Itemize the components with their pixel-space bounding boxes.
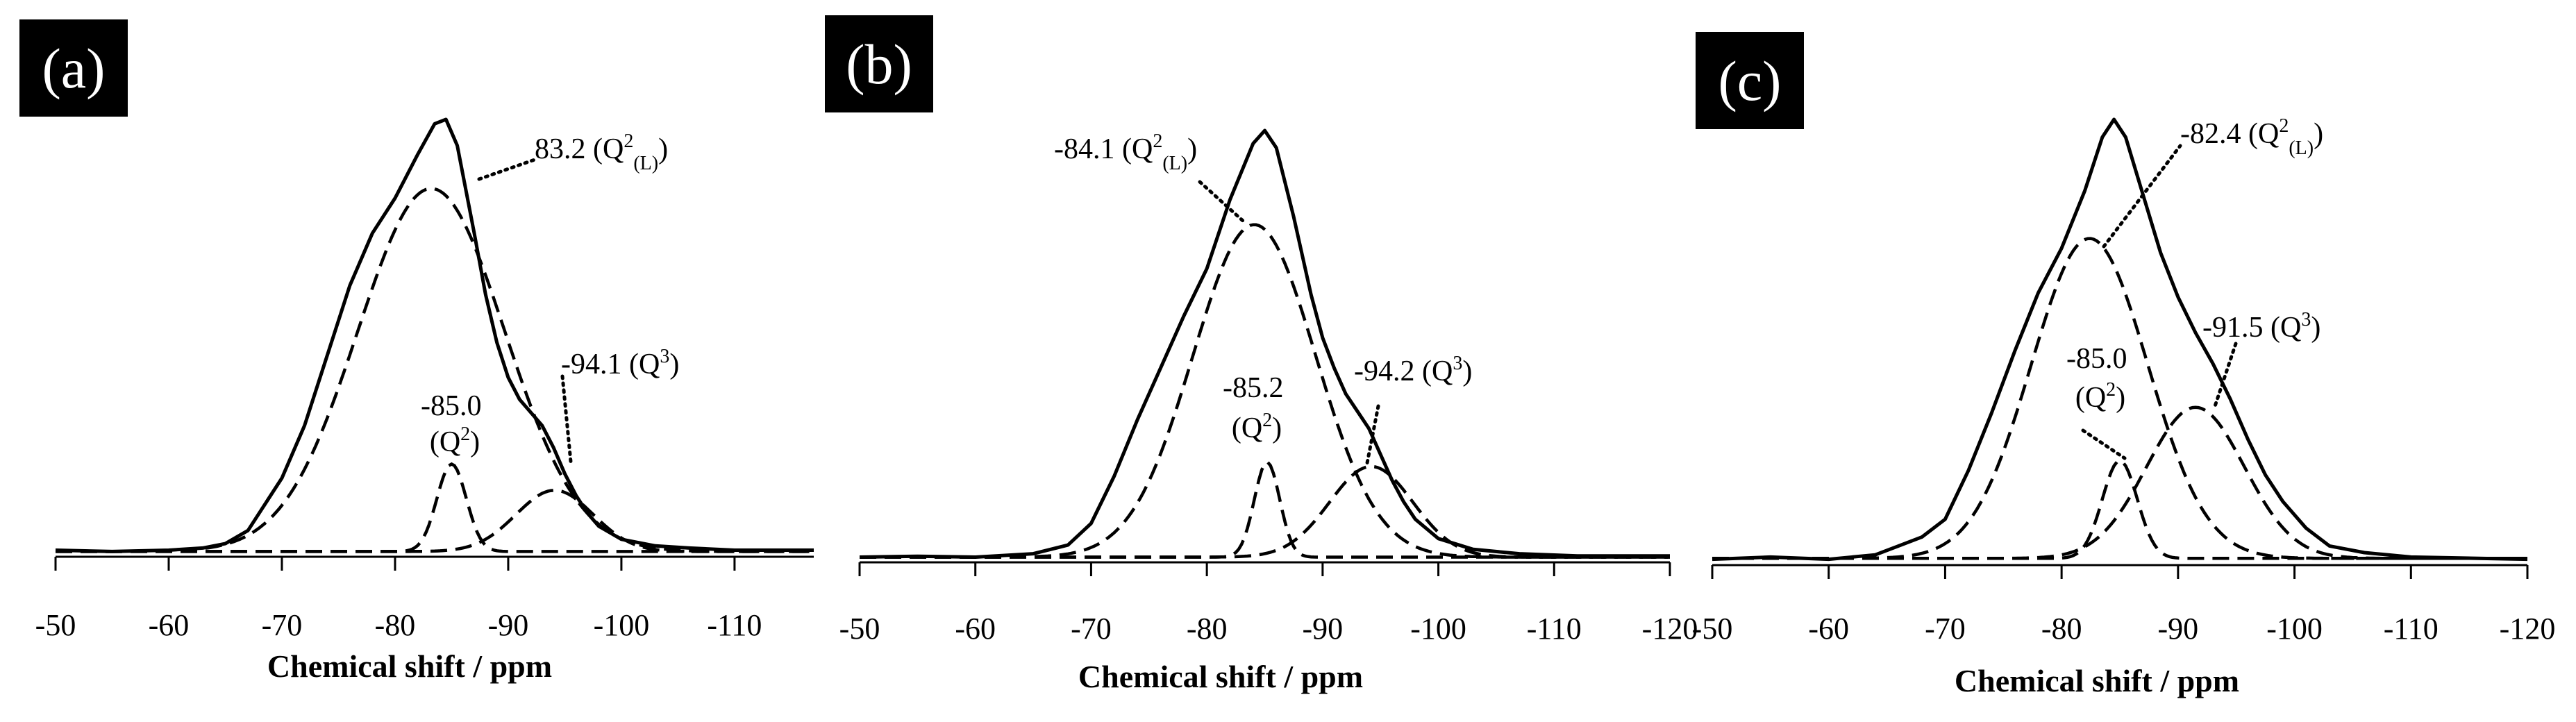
x-tick-label: -50 <box>1692 612 1733 646</box>
label-q2: -85.0 (Q2) <box>2066 343 2134 414</box>
leader-line-q2l <box>2102 144 2182 249</box>
panel-tag-box <box>825 15 933 112</box>
deconvoluted-peak-3 <box>860 464 1670 559</box>
x-tick-label: -80 <box>1187 612 1228 646</box>
x-tick-label: -100 <box>2266 612 2323 646</box>
experimental-spectrum <box>55 117 814 553</box>
panel-tag-box <box>1696 32 1804 129</box>
label-q2l: -84.1 (Q2(L)) <box>1054 131 1197 174</box>
x-tick-label: -60 <box>955 612 996 646</box>
label-q2: -85.0 (Q2) <box>421 390 489 458</box>
label-q3: -94.2 (Q3) <box>1354 353 1472 387</box>
deconvoluted-peak-3 <box>56 489 814 553</box>
label-q2l: -82.4 (Q2(L)) <box>2180 115 2323 159</box>
x-tick-label: -50 <box>839 612 880 646</box>
x-tick-label: -120 <box>2500 612 2556 646</box>
panel-tag: (c) <box>1718 49 1781 112</box>
x-tick-label: -120 <box>1642 612 1698 646</box>
deconvoluted-peak-2 <box>56 462 814 553</box>
deconvoluted-peak-3 <box>1712 405 2527 560</box>
deconvoluted-peak-2 <box>1712 459 2527 560</box>
leader-line-q3 <box>560 374 573 464</box>
experimental-spectrum <box>859 128 1670 559</box>
x-axis-ticks: -50 -60 -70 -80 -90 -100 -110 <box>35 557 762 642</box>
panel-c: (c) -50 -60 -70 -80 -90 -100 -110 -120 Chemical… <box>1692 32 2556 698</box>
x-tick-label: -110 <box>2384 612 2439 646</box>
spectrum-curves <box>55 117 814 553</box>
deconvoluted-peak-2 <box>860 460 1670 559</box>
x-axis-ticks: -50 -60 -70 -80 -90 -100 -110 -120 <box>839 562 1698 646</box>
label-q2: -85.2 (Q2) <box>1223 372 1291 444</box>
x-axis-ticks: -50 -60 -70 -80 -90 -100 -110 -120 <box>1692 565 2556 646</box>
x-tick-label: -60 <box>1808 612 1849 646</box>
experimental-spectrum <box>1712 117 2528 562</box>
panel-tag: (a) <box>42 37 105 100</box>
spectrum-curves <box>1712 117 2528 562</box>
label-q3: -91.5 (Q3) <box>2202 309 2320 344</box>
panel-tag: (b) <box>846 33 912 96</box>
x-tick-label: -80 <box>375 608 416 642</box>
x-axis-title: Chemical shift / ppm <box>267 648 552 684</box>
x-tick-label: -100 <box>1410 612 1466 646</box>
x-tick-label: -70 <box>1071 612 1112 646</box>
panel-tag-box <box>19 19 128 117</box>
x-tick-label: -110 <box>1527 612 1582 646</box>
x-tick-label: -60 <box>149 608 190 642</box>
leader-line-q2l <box>1198 180 1245 223</box>
x-axis-title: Chemical shift / ppm <box>1078 659 1363 694</box>
label-q2l: 83.2 (Q2(L)) <box>535 131 668 174</box>
leader-line-q2 <box>2081 428 2127 460</box>
leader-line-q3 <box>1364 404 1380 469</box>
x-tick-label: -100 <box>594 608 650 642</box>
leader-line-q3 <box>2213 342 2238 408</box>
spectrum-curves <box>859 128 1670 559</box>
x-tick-label: -70 <box>1925 612 1966 646</box>
x-tick-label: -70 <box>262 608 303 642</box>
leader-line-q2l <box>477 158 537 181</box>
panel-a: (a) -50 -60 -70 -80 -90 -100 -110 Chemical shi… <box>19 19 814 684</box>
x-tick-label: -50 <box>35 608 76 642</box>
x-tick-label: -90 <box>1303 612 1344 646</box>
x-tick-label: -80 <box>2041 612 2082 646</box>
x-tick-label: -90 <box>2158 612 2199 646</box>
x-tick-label: -90 <box>488 608 529 642</box>
label-q3: -94.1 (Q3) <box>561 346 679 380</box>
deconvoluted-peak-1 <box>56 187 814 553</box>
panel-b: (b) -50 -60 -70 -80 -90 -100 -110 -120 Chemical… <box>825 15 1698 694</box>
x-tick-label: -110 <box>707 608 762 642</box>
x-axis-title: Chemical shift / ppm <box>1955 663 2239 698</box>
